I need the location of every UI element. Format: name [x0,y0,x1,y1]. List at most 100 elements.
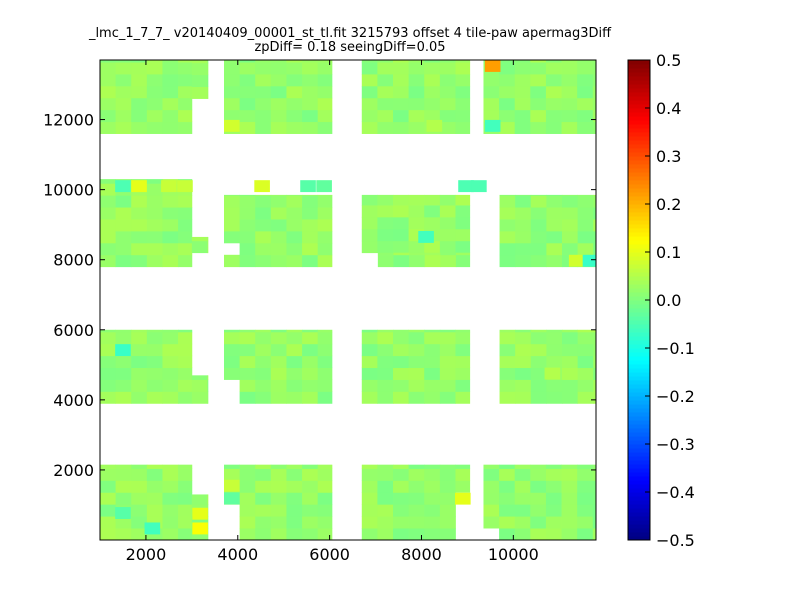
heatmap-cell [100,516,117,529]
heatmap-cell [439,97,456,111]
colorbar-segment [628,100,650,105]
heatmap-cell [499,492,516,505]
heatmap-cell [377,329,394,333]
heatmap-cell [115,242,132,256]
heatmap-cell [562,391,579,404]
colorbar-segment [628,360,650,365]
heatmap-cell [255,379,272,392]
heatmap-cell [146,343,163,357]
heatmap-cell [593,367,597,380]
heatmap-cell-outlier [144,522,161,535]
colorbar-segment [628,312,650,317]
heatmap-cell [270,464,287,469]
heatmap-cell [593,391,597,404]
heatmap-cell [286,109,303,123]
heatmap-cell [515,207,532,220]
colorbar-segment [628,440,650,445]
heatmap-cell [100,183,117,196]
heatmap-cell [361,85,378,99]
heatmap-cell [577,62,594,75]
heatmap-cell [483,109,500,123]
heatmap-cell [131,85,148,99]
heatmap-cell [286,60,303,63]
heatmap-cell [100,468,117,481]
heatmap-cell [424,109,441,123]
heatmap-cell [515,367,532,380]
heatmap-cell [577,528,594,541]
heatmap-cell [393,85,410,99]
colorbar-segment [628,300,650,305]
heatmap-cell [302,85,319,99]
heatmap-cell [162,74,179,87]
heatmap-cell-outlier [224,492,240,505]
heatmap-cell [546,355,563,369]
heatmap-cell [146,121,163,134]
heatmap-cell [239,516,256,529]
heatmap-cell [255,367,272,380]
heatmap-cell [146,242,163,256]
heatmap-cell [100,179,117,184]
heatmap-cell [545,464,562,469]
heatmap-cell [302,528,319,541]
colorbar-segment [628,284,650,289]
heatmap-cell [207,379,209,392]
heatmap-cell [545,97,562,111]
heatmap-cell [162,219,179,232]
heatmap-cell [115,62,132,75]
heatmap-cell [255,331,272,345]
heatmap-cell [377,355,394,369]
heatmap-cell [178,219,193,232]
heatmap-cell [408,367,425,380]
colorbar-segment [628,196,650,201]
heatmap-cell [255,62,272,75]
heatmap-cell [455,252,471,256]
colorbar-segment [628,436,650,441]
heatmap-cell [115,195,132,208]
heatmap-cell [499,195,516,208]
heatmap-cell [562,329,579,333]
heatmap-cell [270,109,287,123]
heatmap-cell [530,207,547,220]
heatmap-cell [455,85,471,99]
heatmap-cell [191,86,208,99]
heatmap-cell [408,331,425,345]
heatmap-cell-outlier [458,180,474,193]
heatmap-cell [530,480,547,493]
colorbar-segment [628,456,650,461]
heatmap-cell [255,516,272,529]
heatmap-cell-outlier [254,180,270,193]
heatmap-cell [424,492,441,505]
heatmap-cell [577,355,594,369]
colorbar-tick-label: 0.4 [656,99,681,118]
heatmap-cell [408,62,425,75]
colorbar-segment [628,292,650,297]
heatmap-cell [191,494,208,505]
heatmap-cell [146,391,163,404]
heatmap-cell [286,254,303,268]
heatmap-cell [409,252,426,256]
heatmap-cell [146,464,163,469]
heatmap-cell [514,74,531,87]
heatmap-cell [593,343,597,357]
heatmap-cell [393,240,410,254]
colorbar-segment [628,236,650,241]
heatmap-cell [270,242,287,256]
heatmap-cell [530,74,547,87]
heatmap-cell [178,504,193,517]
heatmap-cell [317,492,333,505]
heatmap-cell [115,379,132,392]
heatmap-cell [499,379,516,392]
colorbar-segment [628,396,650,401]
heatmap-cell [439,85,456,99]
heatmap-cell [162,331,179,345]
heatmap-cell [377,121,394,134]
heatmap-cell [239,367,256,380]
colorbar-segment [628,512,650,517]
colorbar-segment [628,464,650,469]
colorbar-segment [628,336,650,341]
colorbar-segment [628,416,650,421]
colorbar-segment [628,216,650,221]
y-tick-label: 10000 [43,181,94,200]
heatmap-cell [377,85,394,99]
colorbar-segment [628,344,650,349]
